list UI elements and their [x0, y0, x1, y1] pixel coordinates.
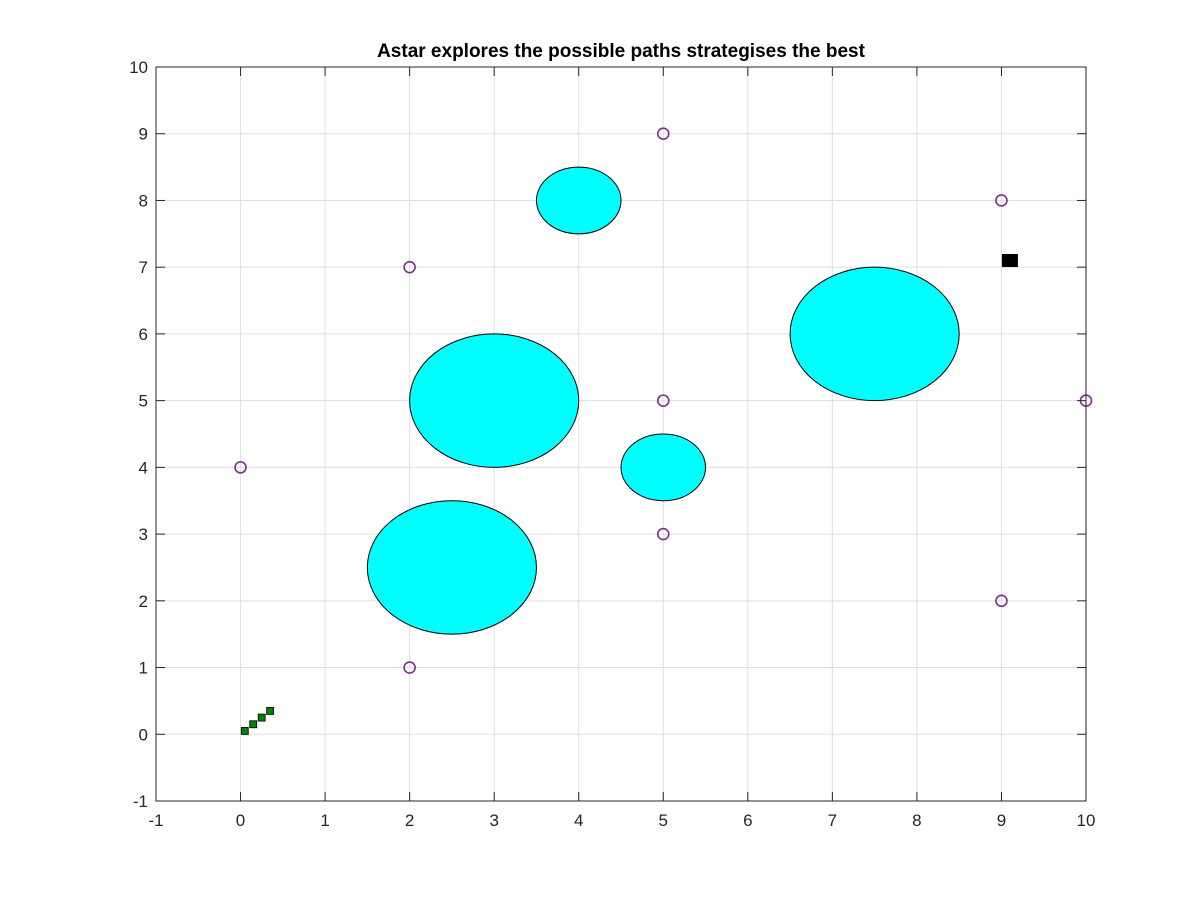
x-tick-label: 3	[489, 811, 498, 830]
waypoint-marker	[403, 661, 416, 674]
x-tick-label: 8	[912, 811, 921, 830]
y-tick-label: 0	[139, 725, 148, 744]
path	[240, 707, 275, 735]
path-step-marker	[266, 707, 275, 715]
y-tick-label: -1	[133, 792, 148, 811]
x-tick-label: 9	[997, 811, 1006, 830]
y-tick-label: 6	[139, 325, 148, 344]
x-tick-label: 10	[1077, 811, 1096, 830]
x-tick-label: -1	[148, 811, 163, 830]
waypoint-marker	[656, 394, 670, 407]
x-tick-label: 1	[320, 811, 329, 830]
path-step-marker	[257, 713, 266, 722]
x-tick-label: 7	[828, 811, 837, 830]
y-tick-label: 9	[139, 125, 148, 144]
obstacle-ellipse	[620, 433, 707, 502]
y-tick-label: 5	[139, 392, 148, 411]
y-tick-label: 8	[139, 191, 148, 210]
waypoint-marker	[995, 194, 1008, 207]
waypoint-marker	[234, 461, 247, 474]
waypoint-marker	[403, 260, 416, 274]
y-tick-label: 2	[139, 592, 148, 611]
obstacles	[366, 166, 960, 635]
waypoint-marker	[656, 127, 670, 141]
obstacle-ellipse	[535, 166, 622, 235]
x-tick-label: 5	[659, 811, 668, 830]
y-tick-label: 10	[129, 58, 148, 77]
x-tick-label: 0	[236, 811, 245, 830]
y-tick-labels: -1 0 1 2 3 4 5 6 7 8 9 10	[129, 58, 148, 811]
y-tick-label: 7	[139, 258, 148, 277]
obstacle-ellipse	[366, 500, 537, 635]
axes-box	[155, 66, 1087, 802]
x-tick-labels: -1 0 1 2 3 4 5 6 7 8 9 10	[148, 811, 1095, 830]
ticks	[155, 66, 1087, 802]
y-tick-label: 4	[139, 458, 148, 477]
goal	[1001, 254, 1018, 268]
obstacle-ellipse	[409, 333, 580, 468]
path-step-marker	[249, 720, 258, 729]
goal-marker	[1001, 254, 1018, 268]
path-step-marker	[240, 727, 249, 735]
waypoint-marker	[995, 594, 1008, 608]
y-tick-label: 1	[139, 659, 148, 678]
x-tick-label: 6	[743, 811, 752, 830]
chart-title: Astar explores the possible paths strate…	[377, 41, 866, 62]
x-tick-label: 2	[405, 811, 414, 830]
y-tick-label: 3	[139, 525, 148, 544]
waypoint-marker	[656, 527, 670, 541]
obstacle-ellipse	[789, 266, 960, 402]
x-tick-label: 4	[574, 811, 583, 830]
plot-area	[156, 67, 1086, 801]
